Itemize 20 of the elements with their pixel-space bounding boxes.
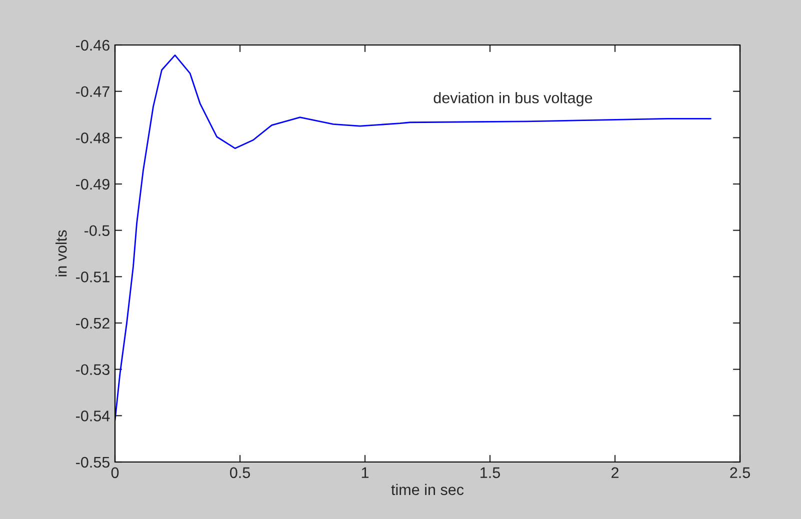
y-tick-label: -0.55 — [76, 456, 110, 468]
x-tick-label: 1.5 — [480, 467, 500, 478]
y-tick-label: -0.49 — [76, 178, 110, 190]
x-tick-label: 0 — [111, 467, 119, 478]
y-tick-label: -0.51 — [76, 272, 110, 282]
x-tick-label: 2 — [612, 467, 618, 478]
x-tick-label: 0.5 — [230, 467, 250, 478]
line-series — [115, 54, 712, 421]
x-tick-label: 1 — [362, 467, 369, 478]
y-tick-label: -0.47 — [76, 86, 110, 98]
y-tick-label: -0.52 — [76, 318, 110, 329]
annotation: deviation in bus voltage — [434, 92, 592, 106]
y-tick-label: -0.46 — [76, 40, 110, 51]
x-axis-title: time in sec — [391, 484, 464, 496]
y-tick-label: -0.54 — [76, 410, 110, 422]
y-tick-label: -0.53 — [76, 364, 110, 376]
x-tick-label: 2.5 — [730, 467, 750, 478]
y-axis-title: in volts — [56, 230, 67, 276]
y-tick-label: -0.48 — [76, 132, 110, 144]
y-tick-label: -0.5 — [84, 225, 110, 236]
